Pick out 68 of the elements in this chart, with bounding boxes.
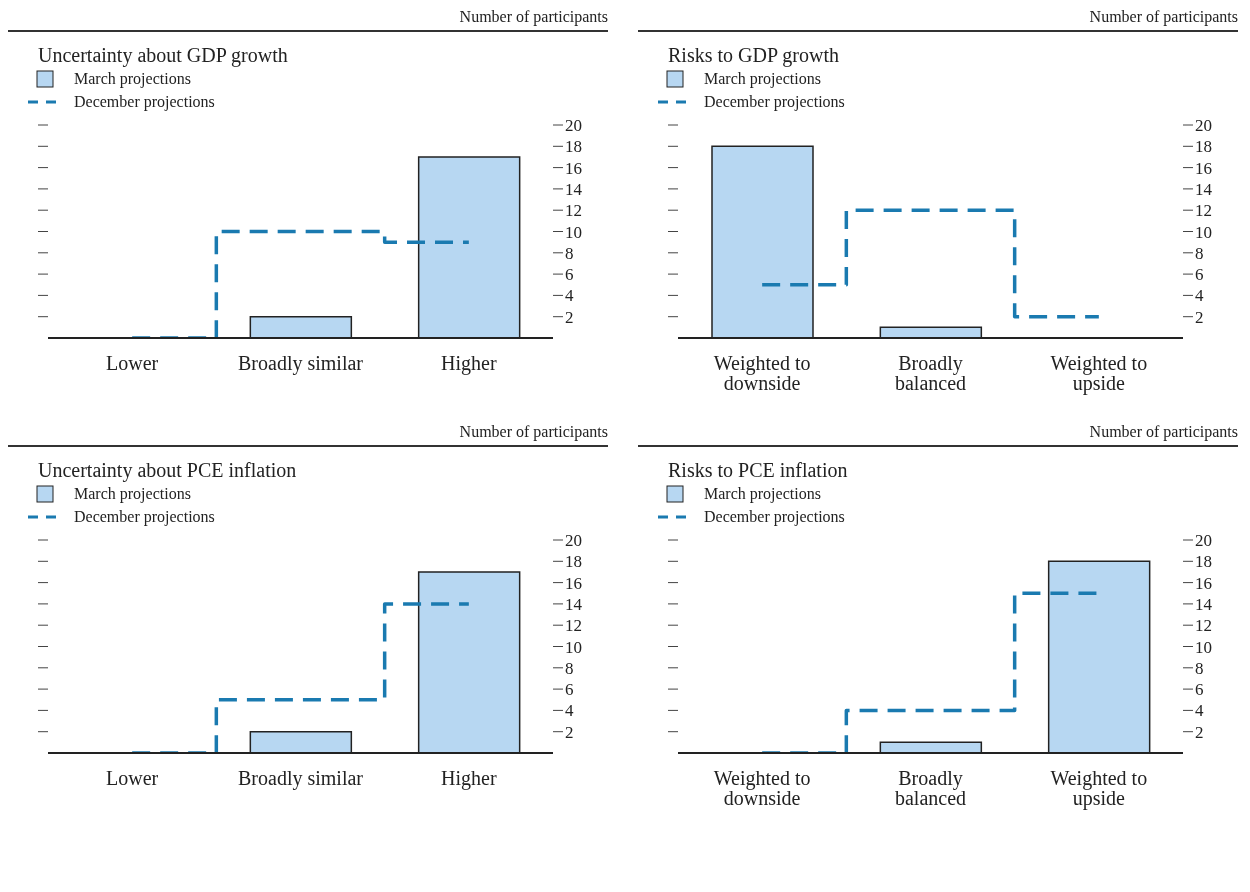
y-tick-label: 10	[565, 222, 582, 242]
text: Number of participants	[8, 8, 608, 32]
x-tick-label: Broadly balanced	[894, 352, 967, 395]
y-tick-label: 8	[1195, 243, 1204, 263]
x-tick-label: Lower	[106, 352, 159, 375]
y-tick-label: 4	[1195, 286, 1204, 306]
x-tick-label: Broadly similar	[238, 352, 364, 376]
chart-title: Risks to GDP growth	[667, 44, 840, 67]
y-tick-label: 6	[1195, 265, 1204, 285]
y-tick-label: 4	[565, 286, 574, 306]
y-tick-label: 6	[1195, 680, 1204, 700]
x-tick-label: Weighted to upside	[1050, 352, 1148, 396]
text: Number of participants	[8, 423, 608, 447]
legend-label: December projections	[74, 92, 215, 111]
legend-label: March projections	[704, 69, 821, 88]
x-tick-label: Higher	[441, 352, 497, 376]
y-tick-label: 18	[1195, 137, 1212, 157]
y-tick-label: 16	[565, 573, 582, 593]
y-tick-label: 14	[565, 594, 583, 614]
y-tick-label: 2	[1195, 722, 1204, 742]
legend-label: December projections	[704, 92, 845, 111]
y-tick-label: 8	[1195, 658, 1204, 678]
y-tick-label: 14	[1195, 179, 1213, 199]
y-tick-label: 14	[1195, 594, 1213, 614]
x-tick-label: Broadly balanced	[894, 767, 967, 810]
y-tick-label: 6	[565, 265, 574, 285]
legend-label: December projections	[74, 507, 215, 526]
x-tick-label: Lower	[106, 767, 159, 790]
x-tick-label: Weighted to downside	[713, 352, 811, 395]
chart-title: Uncertainty about GDP growth	[37, 44, 289, 67]
text: Number of participants	[638, 423, 1238, 447]
y-tick-label: 4	[1195, 701, 1204, 721]
x-tick-label: Weighted to upside	[1050, 767, 1148, 811]
y-tick-label: 16	[1195, 573, 1212, 593]
y-tick-label: 10	[565, 637, 582, 657]
y-tick-label: 20	[565, 116, 582, 136]
y-tick-label: 18	[1195, 552, 1212, 572]
y-tick-label: 12	[1195, 616, 1212, 636]
chart-title: Risks to PCE inflation	[667, 459, 849, 482]
x-tick-label: Higher	[441, 767, 497, 791]
legend-label: March projections	[704, 484, 821, 503]
x-tick-label: Broadly similar	[238, 767, 364, 791]
y-tick-label: 2	[565, 722, 574, 742]
y-tick-label: 12	[565, 616, 582, 636]
chart-title: Uncertainty about PCE inflation	[37, 459, 298, 482]
y-tick-label: 12	[565, 201, 582, 221]
y-tick-label: 14	[565, 179, 583, 199]
y-tick-label: 20	[565, 531, 582, 551]
y-tick-label: 10	[1195, 222, 1212, 242]
text: Number of participants	[638, 8, 1238, 32]
y-tick-label: 10	[1195, 637, 1212, 657]
y-tick-label: 16	[565, 158, 582, 178]
y-tick-label: 2	[1195, 307, 1204, 327]
legend-label: December projections	[704, 507, 845, 526]
y-tick-label: 8	[565, 243, 574, 263]
y-tick-label: 18	[565, 137, 582, 157]
x-tick-label: Weighted to downside	[713, 767, 811, 810]
y-tick-label: 12	[1195, 201, 1212, 221]
legend-label: March projections	[74, 69, 191, 88]
y-tick-label: 20	[1195, 531, 1212, 551]
y-tick-label: 2	[565, 307, 574, 327]
y-tick-label: 18	[565, 552, 582, 572]
y-tick-label: 6	[565, 680, 574, 700]
y-tick-label: 8	[565, 658, 574, 678]
y-tick-label: 20	[1195, 116, 1212, 136]
y-tick-label: 16	[1195, 158, 1212, 178]
legend-label: March projections	[74, 484, 191, 503]
y-tick-label: 4	[565, 701, 574, 721]
